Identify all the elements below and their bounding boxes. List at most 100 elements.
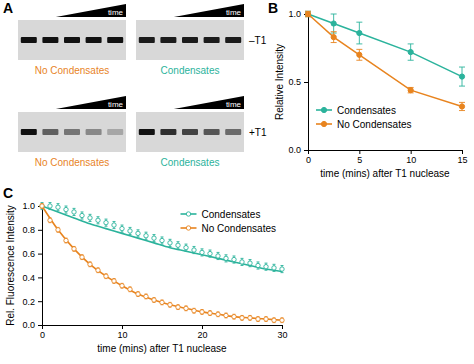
point (120, 226, 124, 230)
point (104, 220, 108, 224)
tick-label: 1.0 (22, 201, 35, 211)
error-bar (121, 225, 124, 232)
gel-band (64, 37, 80, 43)
tick-mark (38, 230, 42, 231)
error-bar (97, 217, 100, 224)
legend: CondensatesNo Condensates (181, 209, 277, 234)
tick: 0.5 (288, 77, 308, 87)
error-bar (65, 206, 68, 213)
panel-c: C01020300.00.20.40.60.81.0time (mins) af… (3, 185, 288, 354)
gel-band (182, 129, 198, 135)
error-bar (273, 318, 276, 323)
tick-mark (359, 150, 360, 154)
error-bar (281, 318, 284, 323)
point (240, 316, 244, 320)
point (168, 303, 172, 307)
error-bar (105, 274, 108, 279)
tick-mark (411, 150, 412, 154)
error-bar (201, 310, 204, 315)
gel-band (42, 37, 58, 43)
error-bar (356, 49, 362, 60)
tick: 15 (457, 150, 467, 165)
tick: 10 (406, 150, 416, 165)
error-bar (113, 279, 116, 284)
error-bar (145, 294, 148, 299)
gel-background (136, 20, 244, 60)
point (200, 310, 204, 314)
error-bar (169, 239, 172, 246)
gel-band (42, 129, 58, 135)
point (48, 204, 52, 208)
legend-label: Condensates (202, 209, 261, 220)
tick: 0 (306, 150, 311, 165)
error-bar (89, 262, 92, 267)
point (160, 300, 164, 304)
fit-line (42, 206, 282, 271)
point (264, 317, 268, 321)
point (216, 254, 220, 258)
time-wedge (56, 4, 126, 17)
tick-label: 0.0 (288, 145, 301, 155)
time-wedge (174, 96, 244, 109)
error-bar (241, 258, 244, 265)
point (208, 251, 212, 255)
tick: 0.8 (22, 225, 42, 235)
gel-band (139, 37, 155, 43)
x-axis-title: time (mins) after T1 nuclease (320, 168, 450, 179)
error-bar (217, 252, 220, 259)
legend-item: Condensates (316, 105, 396, 116)
point (72, 247, 76, 251)
error-bar (177, 305, 180, 310)
tick-label: 0.0 (22, 320, 35, 330)
gel-band (182, 37, 198, 43)
tick: 5 (357, 150, 362, 165)
point (208, 311, 212, 315)
group-label: Condensates (161, 65, 220, 76)
error-bar (113, 221, 116, 228)
tick-mark (282, 325, 283, 329)
point (224, 313, 228, 317)
point (232, 314, 236, 318)
axis: 0 5 10 15 (306, 150, 468, 165)
point (40, 204, 44, 208)
point (248, 261, 252, 265)
error-bar (185, 244, 188, 251)
point (272, 318, 276, 322)
point (144, 294, 148, 298)
error-bar (97, 268, 100, 273)
plot-area (305, 11, 465, 110)
error-bar (233, 314, 236, 319)
point (184, 245, 188, 249)
gel-band (107, 37, 123, 43)
x-axis-title: time (mins) after T1 nuclease (97, 343, 227, 354)
point (72, 210, 76, 214)
legend: Condensates No Condensates (316, 105, 412, 130)
point (128, 287, 132, 291)
point (88, 262, 92, 266)
point (144, 234, 148, 238)
tick-mark (304, 82, 308, 83)
wedge-label: time (108, 100, 124, 109)
error-bar (241, 315, 244, 320)
tick-label: 0.4 (22, 273, 35, 283)
point (176, 243, 180, 247)
fit-line (42, 206, 282, 320)
tick-label: 10 (406, 155, 416, 165)
error-bar (129, 287, 132, 292)
point (272, 266, 276, 270)
legend-item: No Condensates (316, 119, 412, 130)
point (120, 284, 124, 288)
axis-line (309, 151, 463, 155)
point (176, 305, 180, 309)
error-bar (41, 202, 44, 209)
error-bar (161, 237, 164, 244)
point (64, 238, 68, 242)
gel-band (225, 37, 241, 43)
error-bar (193, 308, 196, 313)
point (264, 264, 268, 268)
axis-line (38, 207, 43, 326)
error-bar (193, 246, 196, 253)
tick: 0.6 (22, 249, 42, 259)
error-bar (153, 298, 156, 303)
gel-band (204, 129, 220, 135)
